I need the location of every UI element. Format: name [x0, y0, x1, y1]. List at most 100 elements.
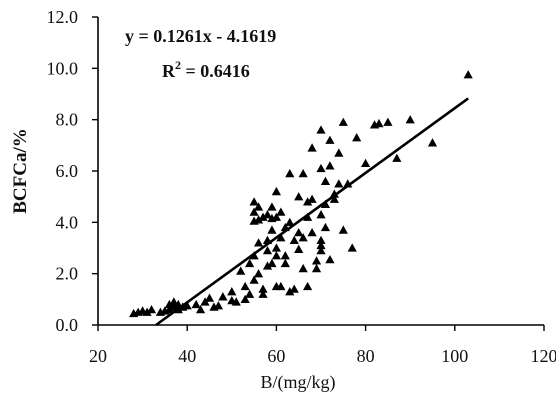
data-point	[285, 168, 295, 178]
data-point	[262, 245, 273, 255]
data-point	[276, 233, 286, 242]
data-point	[271, 186, 281, 196]
data-point	[267, 225, 277, 234]
data-point	[347, 243, 357, 252]
data-point	[307, 143, 317, 152]
y-tick-label: 6.0	[56, 161, 79, 181]
data-point	[329, 194, 339, 203]
trendline	[155, 97, 469, 327]
data-point	[231, 297, 241, 306]
r-squared-label: R2 = 0.6416	[162, 58, 250, 81]
data-point	[316, 210, 326, 219]
data-point	[253, 269, 264, 278]
data-points	[129, 70, 473, 318]
data-point	[258, 284, 268, 293]
data-point	[303, 212, 313, 221]
data-point	[253, 202, 264, 211]
data-point	[338, 225, 348, 234]
data-point	[320, 176, 331, 185]
data-point	[146, 305, 157, 314]
data-point	[298, 263, 308, 273]
data-point	[245, 289, 255, 298]
data-point	[200, 297, 210, 306]
data-point	[258, 212, 268, 221]
data-point	[338, 117, 348, 126]
data-point	[352, 133, 362, 142]
data-point	[164, 299, 174, 309]
data-point	[195, 305, 206, 314]
data-point	[271, 251, 281, 260]
data-point	[307, 228, 317, 237]
data-point	[245, 258, 255, 268]
data-point	[405, 115, 415, 124]
data-point	[169, 302, 179, 311]
x-axis-title: B/(mg/kg)	[261, 372, 336, 393]
data-point	[213, 301, 224, 310]
data-point	[298, 168, 308, 178]
x-tick-label: 20	[89, 346, 107, 366]
data-point	[383, 117, 393, 126]
data-point	[374, 118, 384, 128]
data-point	[169, 297, 179, 306]
data-point	[316, 163, 326, 173]
data-point	[249, 197, 259, 206]
data-point	[316, 245, 326, 255]
data-point	[191, 299, 201, 309]
data-point	[280, 251, 290, 260]
data-point	[218, 292, 228, 301]
x-tick-label: 60	[267, 346, 285, 366]
data-point	[285, 217, 295, 227]
x-tick-label: 40	[178, 346, 196, 366]
data-point	[316, 235, 326, 244]
data-point	[298, 233, 308, 242]
trendline-layer	[155, 97, 469, 327]
data-point	[294, 228, 304, 237]
data-point	[227, 287, 237, 296]
data-point	[361, 158, 371, 167]
data-point	[276, 207, 286, 216]
y-axis-title: BCFCa/%	[10, 128, 31, 214]
data-point	[285, 287, 295, 296]
data-point	[267, 202, 277, 211]
data-point	[325, 161, 335, 170]
data-point	[164, 305, 174, 314]
y-tick-label: 0.0	[56, 315, 79, 335]
regression-equation: y = 0.1261x - 4.1619	[125, 26, 276, 46]
data-point	[262, 261, 273, 270]
data-point	[142, 307, 152, 316]
data-point	[240, 281, 250, 291]
data-point	[249, 275, 259, 284]
data-point	[289, 235, 299, 244]
data-point	[311, 256, 322, 265]
data-point	[253, 215, 264, 224]
y-tick-label: 4.0	[56, 212, 79, 232]
data-point	[334, 179, 344, 188]
data-point	[325, 135, 335, 144]
y-tick-label: 8.0	[56, 110, 79, 130]
data-point	[253, 238, 264, 247]
data-point	[320, 222, 331, 232]
data-point	[311, 263, 322, 273]
data-point	[427, 138, 438, 147]
data-point	[316, 240, 326, 250]
data-point	[334, 148, 344, 157]
data-point	[204, 293, 215, 302]
axes: 20 40 60 80 100 120 0.0 2.0 4.0 6.0 8.0 10.0 12.0	[47, 7, 556, 366]
data-point	[182, 301, 192, 310]
data-point	[303, 281, 313, 291]
data-point	[392, 153, 402, 162]
x-tick-label: 100	[441, 346, 468, 366]
data-point	[316, 125, 326, 134]
x-tick-label: 120	[531, 346, 556, 366]
x-tick-label: 80	[357, 346, 375, 366]
data-point	[240, 294, 250, 304]
data-point	[307, 194, 317, 203]
data-point	[325, 254, 335, 264]
data-point	[280, 258, 290, 268]
data-point	[271, 212, 281, 221]
y-tick-label: 12.0	[47, 7, 79, 27]
data-point	[236, 266, 246, 275]
data-point	[276, 281, 286, 291]
data-point	[271, 243, 281, 252]
